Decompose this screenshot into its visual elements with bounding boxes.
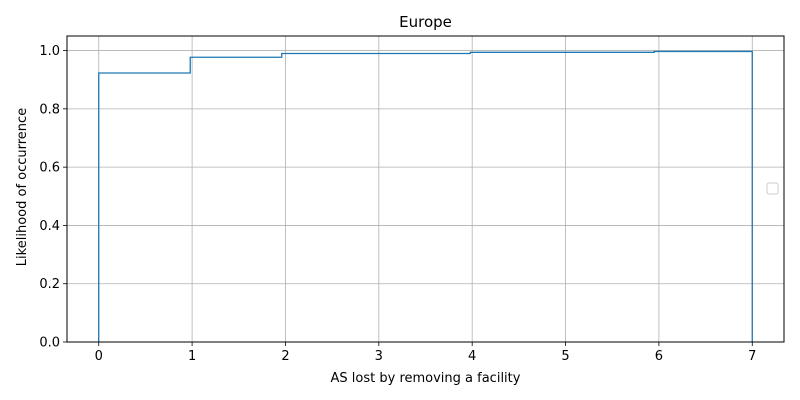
series-line-0 xyxy=(98,50,753,342)
grid xyxy=(67,36,784,343)
plot-frame xyxy=(66,35,785,343)
y-tick-label: 1.0 xyxy=(39,44,60,59)
y-axis-label: Likelihood of occurrence xyxy=(15,108,30,266)
y-tick-label: 0.6 xyxy=(39,161,60,176)
x-axis: 0 1 2 3 4 5 6 7 xyxy=(95,342,756,364)
legend xyxy=(766,182,779,195)
legend-box xyxy=(766,182,779,195)
x-tick-label: 7 xyxy=(748,349,756,364)
x-tick-label: 3 xyxy=(375,349,383,364)
series-layer xyxy=(98,50,753,342)
chart-title: Europe xyxy=(399,13,452,31)
y-tick-label: 0.2 xyxy=(39,277,60,292)
x-tick-label: 5 xyxy=(561,349,569,364)
y-tick-label: 0.0 xyxy=(39,336,60,351)
y-tick-label: 0.4 xyxy=(39,219,60,234)
x-tick-label: 6 xyxy=(655,349,663,364)
y-axis: 0.0 0.2 0.4 0.6 0.8 1.0 xyxy=(39,44,67,351)
x-tick-label: 0 xyxy=(95,349,103,364)
x-axis-label: AS lost by removing a facility xyxy=(331,371,521,386)
y-tick-label: 0.8 xyxy=(39,102,60,117)
x-tick-label: 2 xyxy=(281,349,289,364)
x-tick-label: 1 xyxy=(188,349,196,364)
x-tick-label: 4 xyxy=(468,349,476,364)
